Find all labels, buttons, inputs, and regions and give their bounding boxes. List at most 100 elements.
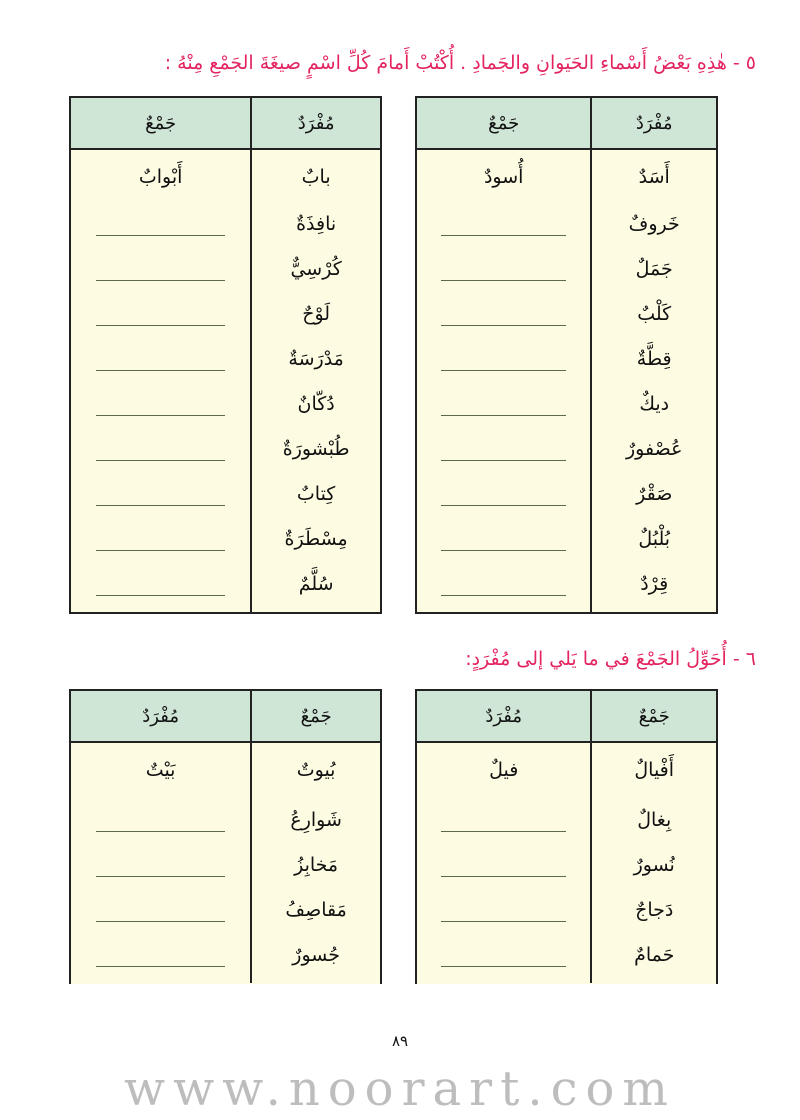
table-row: ديكٌ	[417, 387, 716, 432]
table-body: بابٌ أَبْوابٌ نافِذَةٌ كُرْسِيٌّ لَوْحٌ مَدْر…	[71, 150, 380, 612]
given-word: دُكّانٌ	[250, 387, 380, 432]
given-word: خَروفٌ	[590, 207, 716, 252]
example-answer: بَيْتٌ	[145, 759, 176, 781]
given-word: ديكٌ	[590, 387, 716, 432]
table-row: لَوْحٌ	[71, 297, 380, 342]
given-word: قِرْدٌ	[590, 567, 716, 612]
table-body: أَسَدٌ أُسودٌ خَروفٌ جَمَلٌ كَلْبٌ قِطَّةٌ ديك…	[417, 150, 716, 612]
answer-cell	[71, 252, 250, 297]
answer-blank-line[interactable]	[441, 387, 567, 416]
answer-blank-line[interactable]	[441, 803, 567, 832]
table-row: أَفْيالٌ فيلٌ	[417, 743, 716, 803]
page-number: ٨٩	[391, 1032, 409, 1050]
table-row: أَسَدٌ أُسودٌ	[417, 150, 716, 207]
answer-blank-line[interactable]	[441, 567, 567, 596]
answer-blank-line[interactable]	[96, 297, 226, 326]
exercise-5-table-objects: مُفْرَدٌ جَمْعٌ بابٌ أَبْوابٌ نافِذَةٌ كُرْسِ…	[69, 96, 382, 614]
answer-blank-line[interactable]	[441, 848, 567, 877]
given-word: أَفْيالٌ	[590, 743, 716, 803]
table-row: مَدْرَسَةٌ	[71, 342, 380, 387]
table-row: نُسورٌ	[417, 848, 716, 893]
answer-blank-line[interactable]	[96, 522, 226, 551]
answer-blank-line[interactable]	[441, 432, 567, 461]
answer-blank-line[interactable]	[441, 893, 567, 922]
answer-blank-line[interactable]	[96, 252, 226, 281]
table-row: سُلَّمٌ	[71, 567, 380, 612]
table-row: مَخابِزُ	[71, 848, 380, 893]
table-row: بابٌ أَبْوابٌ	[71, 150, 380, 207]
table-row: خَروفٌ	[417, 207, 716, 252]
answer-blank-line[interactable]	[96, 848, 226, 877]
table-row: عُصْفورٌ	[417, 432, 716, 477]
answer-cell	[417, 477, 590, 522]
answer-blank-line[interactable]	[441, 252, 567, 281]
answer-cell	[417, 567, 590, 612]
answer-cell	[417, 297, 590, 342]
answer-cell	[71, 207, 250, 252]
answer-blank-line[interactable]	[441, 207, 567, 236]
answer-blank-line[interactable]	[96, 567, 226, 596]
given-word: نُسورٌ	[590, 848, 716, 893]
table-header: جَمْعٌ مُفْرَدٌ	[417, 691, 716, 743]
answer-cell	[71, 893, 250, 938]
exercise-5-title: ٥ - هٰذِهِ بَعْضُ أَسْماءِ الحَيَوانِ وا…	[164, 52, 756, 74]
exercise-6-title: ٦ - أُحَوِّلُ الجَمْعَ في ما يَلي إلى مُ…	[465, 648, 756, 670]
answer-cell	[417, 207, 590, 252]
answer-blank-line[interactable]	[96, 938, 226, 967]
table-row: مِسْطَرَةٌ	[71, 522, 380, 567]
answer-cell	[417, 803, 590, 848]
column-header: مُفْرَدٌ	[250, 98, 380, 148]
given-word: مَقاصِفُ	[250, 893, 380, 938]
table-row: كَلْبٌ	[417, 297, 716, 342]
answer-blank-line[interactable]	[96, 803, 226, 832]
table-row: قِطَّةٌ	[417, 342, 716, 387]
answer-cell	[71, 522, 250, 567]
answer-cell	[417, 893, 590, 938]
answer-blank-line[interactable]	[441, 522, 567, 551]
given-word: مِسْطَرَةٌ	[250, 522, 380, 567]
answer-blank-line[interactable]	[96, 387, 226, 416]
table-row: بُلْبُلٌ	[417, 522, 716, 567]
answer-blank-line[interactable]	[441, 342, 567, 371]
column-header: مُفْرَدٌ	[485, 705, 523, 727]
given-word: أَسَدٌ	[590, 150, 716, 207]
given-word: بِغالٌ	[590, 803, 716, 848]
given-word: لَوْحٌ	[250, 297, 380, 342]
table-row: كِتابٌ	[71, 477, 380, 522]
answer-blank-line[interactable]	[441, 477, 567, 506]
given-word: كَلْبٌ	[590, 297, 716, 342]
answer-cell	[71, 297, 250, 342]
answer-blank-line[interactable]	[441, 297, 567, 326]
answer-blank-line[interactable]	[96, 477, 226, 506]
answer-blank-line[interactable]	[96, 342, 226, 371]
table-row: جُسورٌ	[71, 938, 380, 983]
exercise-5-table-animals: مُفْرَدٌ جَمْعٌ أَسَدٌ أُسودٌ خَروفٌ جَمَلٌ كَ…	[415, 96, 718, 614]
table-row: صَقْرٌ	[417, 477, 716, 522]
column-header: مُفْرَدٌ	[590, 98, 716, 148]
answer-blank-line[interactable]	[441, 938, 567, 967]
given-word: نافِذَةٌ	[250, 207, 380, 252]
answer-cell	[417, 522, 590, 567]
given-word: دَجاجٌ	[590, 893, 716, 938]
answer-cell	[417, 342, 590, 387]
table-header: مُفْرَدٌ جَمْعٌ	[71, 98, 380, 150]
table-header: مُفْرَدٌ جَمْعٌ	[417, 98, 716, 150]
answer-cell	[417, 432, 590, 477]
given-word: مَخابِزُ	[250, 848, 380, 893]
given-word: شَوارِعُ	[250, 803, 380, 848]
answer-blank-line[interactable]	[96, 432, 226, 461]
answer-cell	[417, 848, 590, 893]
table-row: كُرْسِيٌّ	[71, 252, 380, 297]
given-word: جُسورٌ	[250, 938, 380, 983]
table-row: بُيوتٌ بَيْتٌ	[71, 743, 380, 803]
given-word: بُيوتٌ	[250, 743, 380, 803]
table-row: نافِذَةٌ	[71, 207, 380, 252]
given-word: بُلْبُلٌ	[590, 522, 716, 567]
answer-blank-line[interactable]	[96, 207, 226, 236]
answer-blank-line[interactable]	[96, 893, 226, 922]
given-word: بابٌ	[250, 150, 380, 207]
table-row: دُكّانٌ	[71, 387, 380, 432]
table-body: بُيوتٌ بَيْتٌ شَوارِعُ مَخابِزُ مَقاصِفُ جُسو…	[71, 743, 380, 983]
answer-cell	[417, 938, 590, 983]
given-word: كُرْسِيٌّ	[250, 252, 380, 297]
